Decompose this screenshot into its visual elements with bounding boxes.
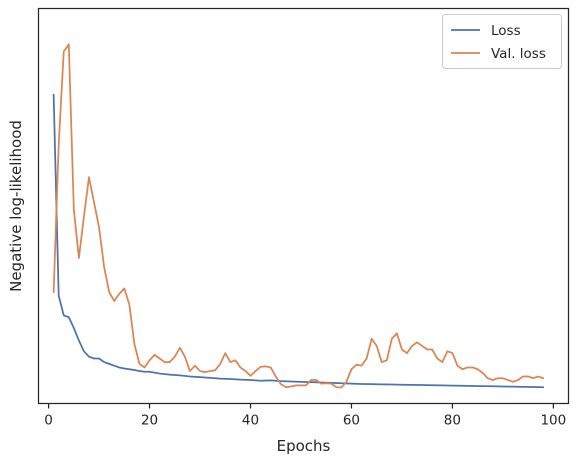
y-axis-label: Negative log-likelihood xyxy=(7,120,25,292)
series-line-val-loss xyxy=(52,43,545,389)
x-tick-label: 20 xyxy=(141,413,158,429)
legend-label-val-loss: Val. loss xyxy=(491,46,546,62)
x-tick-label: 60 xyxy=(343,413,360,429)
series-line-loss xyxy=(52,93,545,389)
legend-box xyxy=(442,14,562,69)
series-layer xyxy=(52,43,545,389)
plot-frame xyxy=(37,7,570,405)
x-tick-label: 0 xyxy=(44,413,53,429)
x-tick-label: 40 xyxy=(242,413,259,429)
x-tick-label: 80 xyxy=(444,413,461,429)
x-tick-label: 100 xyxy=(540,413,566,429)
x-axis-ticks: 0 20 40 60 80 100 xyxy=(44,403,566,429)
x-axis-label: Epochs xyxy=(277,437,331,455)
legend-label-loss: Loss xyxy=(491,23,521,39)
legend: Loss Val. loss xyxy=(442,14,562,69)
plot-area xyxy=(38,8,569,404)
